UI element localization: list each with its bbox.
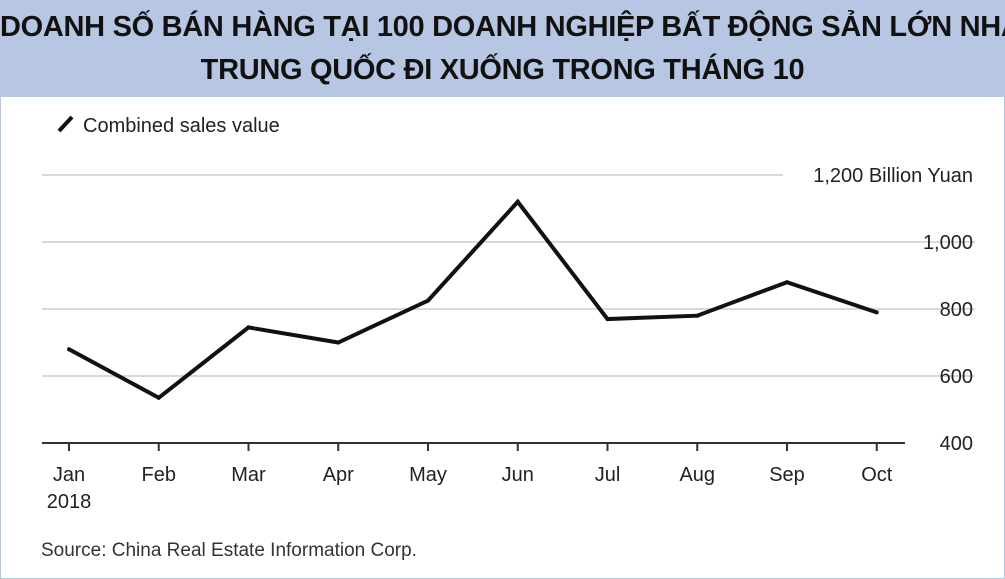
y-tick-label-1200: 1,200 Billion Yuan: [813, 165, 973, 187]
data-point-mar: [246, 325, 251, 330]
x-tick-label-aug: Aug: [679, 464, 715, 486]
legend-label: Combined sales value: [83, 115, 280, 137]
data-point-jun: [515, 199, 520, 204]
source-note: Source: China Real Estate Information Co…: [41, 540, 417, 561]
y-tick-label-400: 400: [940, 433, 973, 455]
y-tick-label-600: 600: [940, 366, 973, 388]
x-tick-label-mar: Mar: [231, 464, 266, 486]
data-point-feb: [156, 395, 161, 400]
series-line-0: [68, 198, 878, 401]
data-point-sep: [785, 280, 789, 285]
x-tick-label-jun: Jun: [502, 464, 534, 486]
x-tick-label-apr: Apr: [323, 464, 354, 486]
data-point-aug: [695, 313, 700, 318]
x-tick-label-may: May: [409, 464, 447, 486]
data-point-jan: [67, 347, 71, 352]
data-point-jul: [605, 317, 610, 322]
legend-swatch: [57, 115, 74, 133]
y-tick-label-1000: 1,000: [923, 232, 973, 254]
x-tick-label-jul: Jul: [595, 464, 621, 486]
y-tick-label-800: 800: [940, 299, 973, 321]
title-line-2: TRUNG QUỐC ĐI XUỐNG TRONG THÁNG 10: [200, 54, 805, 86]
title-banner: DOANH SỐ BÁN HÀNG TẠI 100 DOANH NGHIỆP B…: [0, 0, 1005, 97]
x-tick-label-sep: Sep: [769, 464, 805, 486]
data-point-may: [426, 298, 430, 303]
data-point-oct: [874, 310, 879, 315]
x-year-label: 2018: [47, 491, 92, 513]
data-point-apr: [336, 340, 341, 345]
x-tick-label-oct: Oct: [861, 464, 893, 486]
x-tick-label-feb: Feb: [142, 464, 176, 486]
x-tick-label-jan: Jan: [53, 464, 85, 486]
title-line-1: DOANH SỐ BÁN HÀNG TẠI 100 DOANH NGHIỆP B…: [0, 11, 1005, 43]
